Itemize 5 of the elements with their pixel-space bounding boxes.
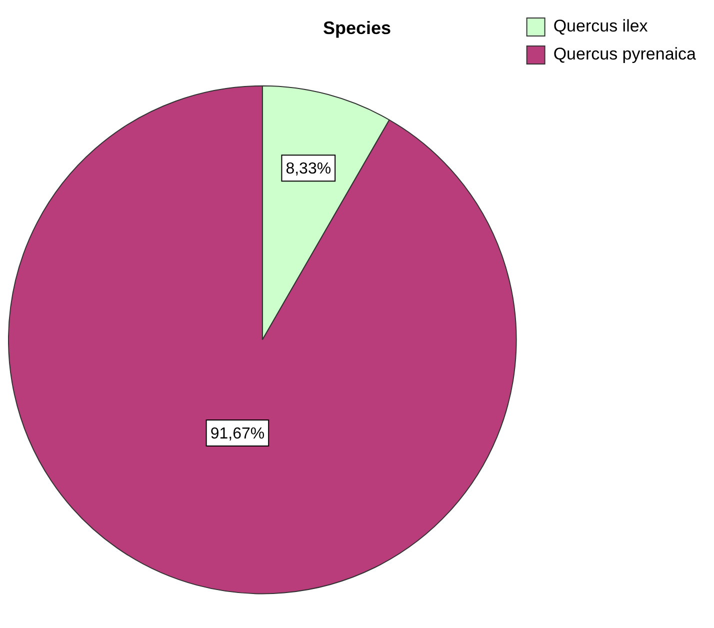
data-label: 8,33% [286, 160, 332, 178]
legend-label: Quercus pyrenaica [553, 44, 697, 64]
chart-title: Species [322, 18, 392, 38]
data-label: 91,67% [210, 425, 265, 442]
legend-label: Quercus ilex [553, 16, 648, 36]
